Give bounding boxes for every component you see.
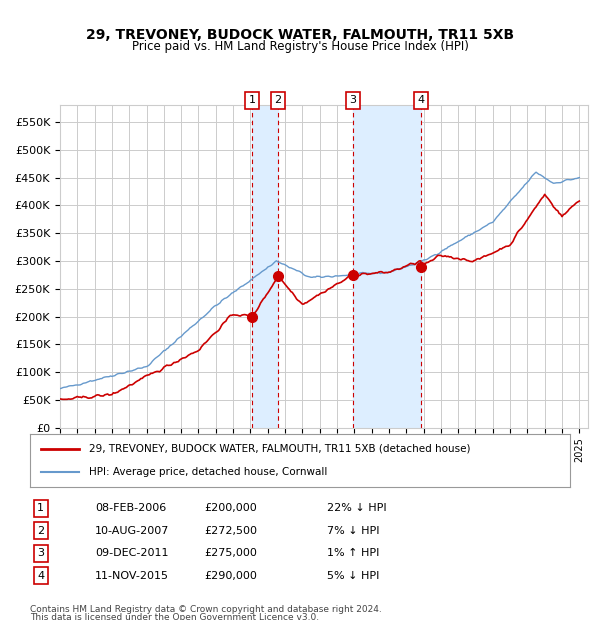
Text: HPI: Average price, detached house, Cornwall: HPI: Average price, detached house, Corn… <box>89 467 328 477</box>
Bar <box>353 105 421 428</box>
Text: £272,500: £272,500 <box>204 526 257 536</box>
Text: 7% ↓ HPI: 7% ↓ HPI <box>327 526 380 536</box>
Text: £275,000: £275,000 <box>204 548 257 558</box>
Text: £200,000: £200,000 <box>204 503 257 513</box>
Text: 3: 3 <box>350 95 356 105</box>
Text: 22% ↓ HPI: 22% ↓ HPI <box>327 503 386 513</box>
Text: Contains HM Land Registry data © Crown copyright and database right 2024.: Contains HM Land Registry data © Crown c… <box>30 604 382 614</box>
Bar <box>252 105 278 428</box>
Text: 09-DEC-2011: 09-DEC-2011 <box>95 548 168 558</box>
Text: 1% ↑ HPI: 1% ↑ HPI <box>327 548 379 558</box>
Text: 2: 2 <box>37 526 44 536</box>
Text: Price paid vs. HM Land Registry's House Price Index (HPI): Price paid vs. HM Land Registry's House … <box>131 40 469 53</box>
Text: This data is licensed under the Open Government Licence v3.0.: This data is licensed under the Open Gov… <box>30 613 319 620</box>
Text: 10-AUG-2007: 10-AUG-2007 <box>95 526 169 536</box>
Text: 11-NOV-2015: 11-NOV-2015 <box>95 571 169 581</box>
Text: 3: 3 <box>37 548 44 558</box>
Text: 29, TREVONEY, BUDOCK WATER, FALMOUTH, TR11 5XB: 29, TREVONEY, BUDOCK WATER, FALMOUTH, TR… <box>86 28 514 42</box>
Text: 1: 1 <box>37 503 44 513</box>
Text: 1: 1 <box>248 95 256 105</box>
Text: 08-FEB-2006: 08-FEB-2006 <box>95 503 166 513</box>
Text: 29, TREVONEY, BUDOCK WATER, FALMOUTH, TR11 5XB (detached house): 29, TREVONEY, BUDOCK WATER, FALMOUTH, TR… <box>89 444 471 454</box>
Text: 4: 4 <box>418 95 425 105</box>
Text: 2: 2 <box>275 95 281 105</box>
Text: 5% ↓ HPI: 5% ↓ HPI <box>327 571 379 581</box>
Text: £290,000: £290,000 <box>204 571 257 581</box>
Text: 4: 4 <box>37 571 44 581</box>
